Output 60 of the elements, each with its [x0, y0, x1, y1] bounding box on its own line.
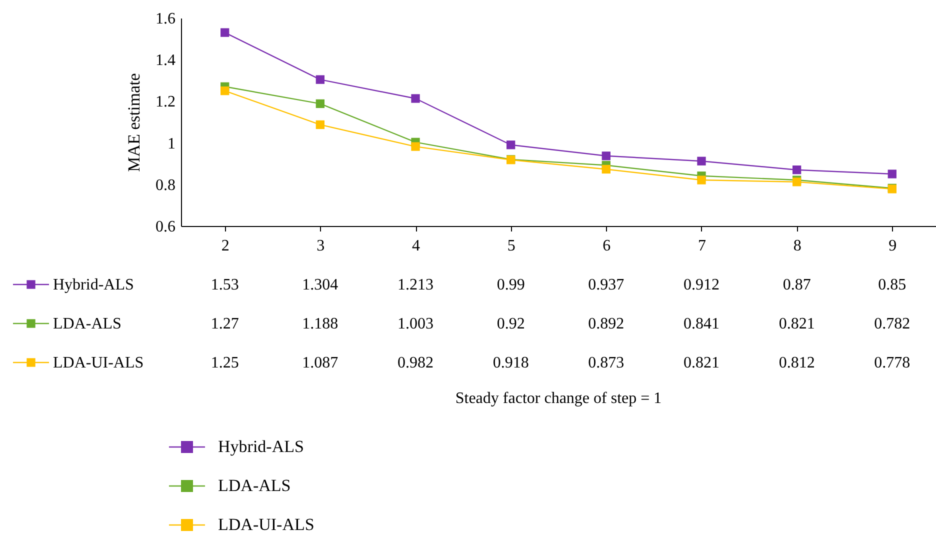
data-label: 0.812 [778, 354, 815, 372]
data-label: 0.821 [683, 354, 720, 372]
data-label: 1.25 [210, 354, 239, 372]
data-label: 0.87 [782, 276, 811, 294]
text: LDA-ALS [218, 476, 291, 495]
data-label: 1.53 [210, 276, 239, 294]
x-tick-label: 2 [221, 238, 230, 254]
point [792, 166, 802, 174]
point [316, 75, 325, 84]
data-label: 0.778 [874, 354, 910, 372]
data-label: 1.213 [398, 276, 434, 294]
data-label: 0.85 [878, 276, 906, 294]
y-tick-label: 1.2 [156, 94, 176, 111]
data-label: 0.92 [496, 316, 525, 332]
point [506, 140, 516, 150]
x-tick-label: 3 [316, 238, 325, 254]
data-label: 1.087 [302, 354, 338, 372]
legend-label: LDA-ALS [53, 316, 122, 332]
data-label: 1.003 [398, 316, 434, 332]
point [220, 86, 230, 96]
data-label: 0.912 [683, 276, 720, 294]
point [411, 94, 420, 103]
point [220, 28, 230, 37]
data-label: 1.27 [210, 316, 239, 332]
point [888, 170, 896, 178]
data-label: 0.982 [398, 354, 434, 372]
y-tick-label: 0.8 [156, 176, 176, 194]
x-tick-label: 4 [412, 238, 420, 254]
point [697, 176, 706, 184]
x-tick-label: 9 [888, 238, 897, 254]
y-tick-label: 1.6 [156, 10, 176, 28]
y-tick-label: 1.4 [156, 52, 176, 70]
point [697, 156, 706, 166]
data-label: 1.304 [302, 276, 338, 294]
text: Hybrid-ALS [218, 437, 304, 456]
point [316, 120, 325, 130]
point [602, 164, 610, 174]
point [602, 152, 610, 160]
legend-label: LDA-UI-ALS [53, 354, 144, 372]
point [411, 142, 420, 151]
point [316, 99, 325, 108]
x-tick-label: 7 [698, 238, 706, 254]
x-tick-label: 6 [602, 238, 611, 254]
data-label: 0.841 [683, 316, 720, 332]
y-axis-title: MAE estimate [124, 73, 144, 172]
data-label: 0.873 [588, 354, 624, 372]
data-label: 1.188 [302, 316, 338, 332]
x-tick-label: 5 [507, 238, 516, 254]
y-tick-label: 1 [168, 135, 176, 152]
y-tick-label: 0.6 [156, 218, 176, 236]
data-label: 0.918 [492, 354, 529, 372]
data-label: 0.99 [496, 276, 525, 294]
data-label: 0.892 [588, 316, 624, 332]
data-label: 0.782 [874, 316, 910, 332]
data-label: 0.937 [588, 276, 624, 294]
data-label: 0.821 [778, 316, 815, 332]
legend-label: Hybrid-ALS [53, 276, 134, 294]
x-tick-label: 8 [793, 238, 802, 254]
text: Steady factor change of step = 1 [455, 390, 662, 407]
text: LDA-UI-ALS [218, 515, 314, 534]
